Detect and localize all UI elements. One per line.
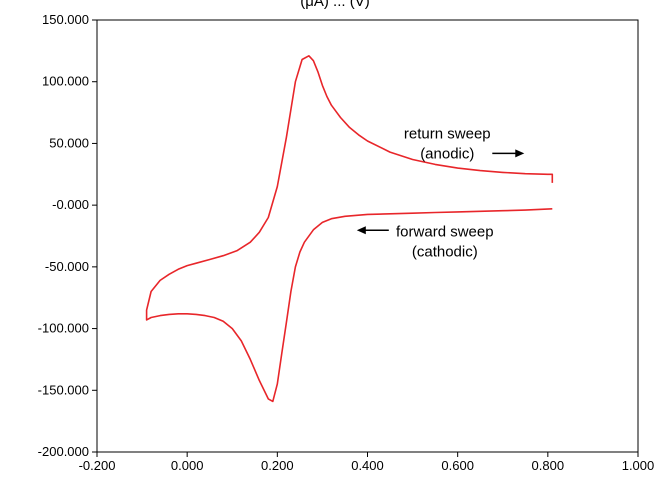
annotations-group: return sweep (anodic) forward sweep (cathod…	[356, 125, 525, 260]
y-tick-label: -200.000	[38, 444, 89, 459]
y-tick-label: 100.000	[42, 74, 89, 89]
chart-title-partial: (μA) ... (V)	[300, 0, 369, 10]
y-tick-label: 50.000	[49, 135, 89, 150]
x-tick-label: -0.200	[79, 458, 116, 473]
annotation-line: forward sweep	[396, 223, 494, 240]
x-tick-label: 0.600	[441, 458, 474, 473]
arrow-head-icon	[356, 226, 366, 235]
x-tick-label: 0.800	[532, 458, 565, 473]
x-tick-label: 0.200	[261, 458, 294, 473]
annotation: forward sweep (cathodic)	[356, 223, 494, 260]
y-tick-label: -0.000	[52, 197, 89, 212]
x-tick-label: 0.000	[171, 458, 204, 473]
annotation-line: return sweep	[404, 125, 491, 142]
x-tick-label: 1.000	[622, 458, 655, 473]
y-axis: 150.000 100.000 50.000 -0.000 -50.000 -100.00…	[38, 12, 97, 459]
y-tick-label: -100.000	[38, 321, 89, 336]
annotation-line: (anodic)	[420, 145, 474, 162]
y-tick-label: -50.000	[45, 259, 89, 274]
annotation: return sweep (anodic)	[404, 125, 525, 162]
x-axis: -0.200 0.000 0.200 0.400 0.600 0.800 1.000	[79, 452, 655, 473]
series-group	[145, 54, 554, 403]
x-tick-label: 0.400	[351, 458, 384, 473]
series-line	[145, 54, 554, 403]
annotation-line: (cathodic)	[412, 243, 478, 260]
y-tick-label: -150.000	[38, 382, 89, 397]
arrow-head-icon	[515, 149, 525, 158]
y-tick-label: 150.000	[42, 12, 89, 27]
plot-frame	[96, 19, 639, 453]
